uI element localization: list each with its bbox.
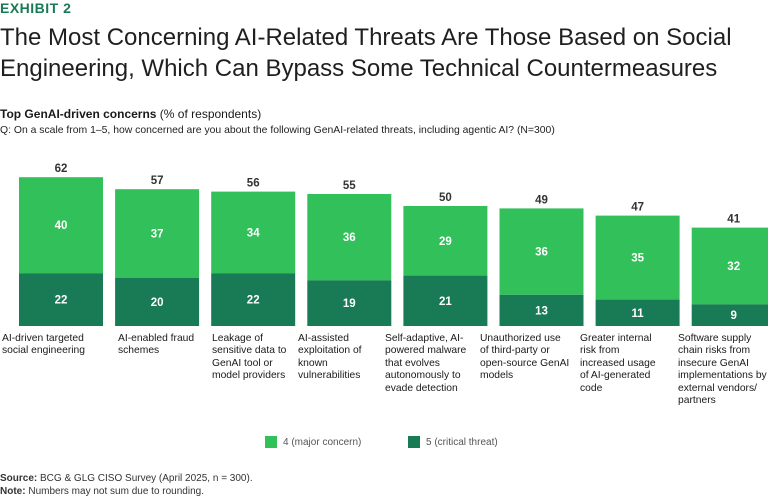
source-text: BCG & GLG CISO Survey (April 2025, n = 3… — [37, 473, 253, 484]
data-label-critical: 22 — [55, 295, 68, 307]
data-label-critical: 19 — [343, 298, 356, 310]
data-label-total: 47 — [631, 202, 644, 214]
data-label-total: 55 — [343, 180, 356, 192]
note-label: Note: — [0, 486, 26, 497]
category-label: AI-driven targeted social engineering — [2, 333, 86, 357]
bar-major-concern — [403, 206, 488, 276]
legend-swatch-critical — [408, 436, 420, 448]
data-label-major: 36 — [535, 247, 548, 259]
data-label-major: 34 — [247, 227, 260, 239]
source-label: Source: — [0, 473, 38, 484]
source-line: Source: BCG & GLG CISO Survey (April 202… — [0, 472, 253, 485]
category-label: AI-assisted exploitation of known vulner… — [298, 333, 362, 382]
bar-major-concern — [691, 227, 768, 305]
bar-critical-threat — [19, 273, 103, 326]
bar-critical-threat — [499, 294, 584, 326]
data-label-major: 36 — [343, 232, 356, 244]
data-label-total: 50 — [439, 192, 452, 204]
stacked-bar-chart: 40 22 62 37 20 57 34 22 56 36 19 55 29 21 50 36 13 49 35 11… — [19, 163, 768, 326]
data-label-critical: 21 — [439, 296, 452, 308]
bar-critical-threat — [595, 299, 680, 326]
bar-critical-threat — [307, 280, 392, 326]
note-line: Note: Numbers may not sum due to roundin… — [0, 485, 253, 498]
legend-swatch-major — [265, 436, 277, 448]
data-label-critical: 13 — [535, 305, 548, 317]
bar-major-concern — [499, 208, 584, 295]
legend-item-critical: 5 (critical threat) — [408, 436, 498, 448]
category-label: Self-adaptive, AI-powered malware that e… — [385, 333, 467, 394]
legend-label-critical: 5 (critical threat) — [426, 436, 498, 448]
chart-title: The Most Concerning AI-Related Threats A… — [0, 24, 732, 82]
subtitle-bold: Top GenAI-driven concerns — [0, 107, 157, 121]
bar-critical-threat — [211, 273, 296, 326]
data-label-major: 35 — [631, 253, 644, 265]
bar-major-concern — [115, 189, 200, 278]
category-label: AI-enabled fraud schemes — [118, 333, 195, 357]
subtitle-units: (% of respondents) — [156, 107, 262, 121]
legend-label-major: 4 (major concern) — [283, 436, 362, 448]
source-note: Source: BCG & GLG CISO Survey (April 202… — [0, 472, 253, 498]
data-label-total: 41 — [727, 214, 740, 226]
category-label: Unauthorized use of third-party or open-… — [480, 333, 570, 382]
legend-item-major: 4 (major concern) — [265, 436, 361, 448]
chart-subtitle: Top GenAI-driven concerns (% of responde… — [0, 107, 261, 121]
data-label-critical: 20 — [151, 297, 164, 309]
survey-question: Q: On a scale from 1–5, how concerned ar… — [0, 125, 555, 136]
data-label-total: 57 — [151, 175, 164, 187]
bar-major-concern — [595, 215, 680, 300]
data-label-total: 56 — [247, 178, 260, 190]
data-label-total: 62 — [55, 163, 68, 175]
data-label-major: 32 — [727, 261, 740, 273]
note-text: Numbers may not sum due to rounding. — [25, 486, 204, 497]
bar-critical-threat — [403, 275, 488, 326]
bar-major-concern — [307, 194, 392, 281]
data-label-critical: 22 — [247, 295, 260, 307]
data-label-major: 37 — [151, 229, 164, 241]
category-label: Greater internal risk from increased usa… — [580, 333, 656, 394]
bar-major-concern — [211, 191, 296, 274]
category-label: Software supply chain risks from insecur… — [678, 333, 767, 407]
data-label-total: 49 — [535, 194, 548, 206]
bar-critical-threat — [691, 304, 768, 326]
bar-major-concern — [19, 177, 103, 274]
exhibit-label: EXHIBIT 2 — [0, 0, 72, 16]
data-label-critical: 11 — [632, 308, 645, 320]
data-label-critical: 9 — [730, 310, 736, 322]
data-label-major: 40 — [55, 220, 68, 232]
bar-critical-threat — [115, 278, 200, 326]
data-label-major: 29 — [439, 236, 452, 248]
category-label: Leakage of sensitive data to GenAI tool … — [212, 333, 287, 382]
